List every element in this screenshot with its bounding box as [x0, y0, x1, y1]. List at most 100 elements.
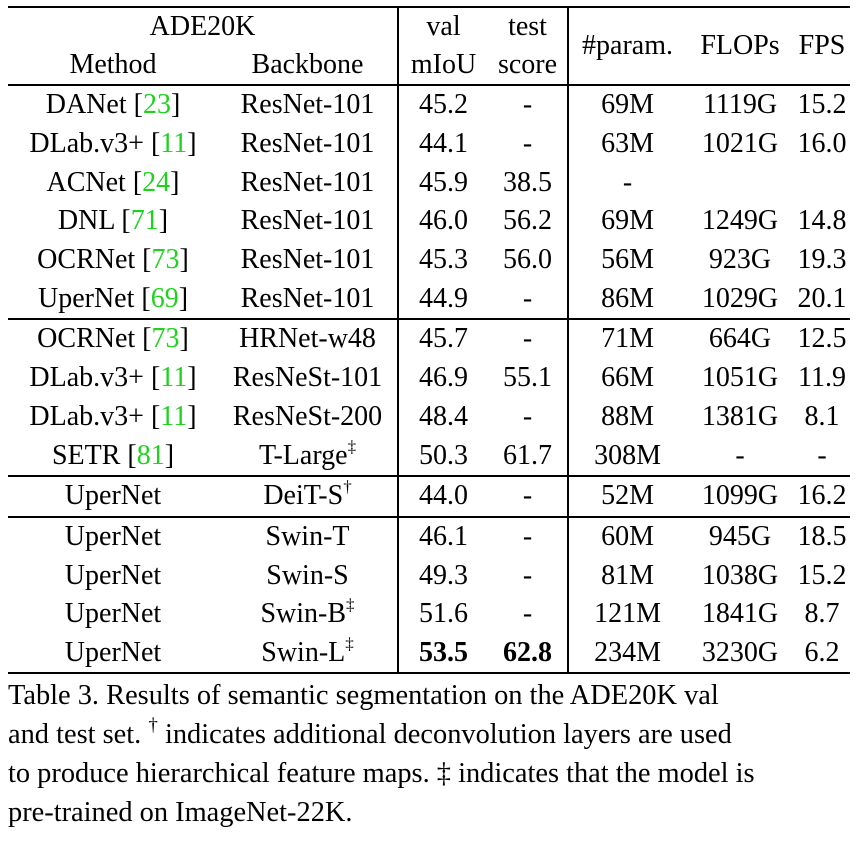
citation-link[interactable]: 71 — [130, 205, 159, 237]
method-cell: UperNet — [8, 633, 218, 675]
backbone-name: Swin-T — [265, 520, 350, 552]
backbone-cell: ResNet-101 — [218, 279, 398, 319]
citation-link[interactable]: 24 — [142, 166, 171, 198]
method-cell: DLab.v3+ [11] — [29, 400, 197, 432]
table-row: DLab.v3+ [11] ResNeSt-200 48.4 - 88M 1381G 8.1 — [8, 397, 850, 437]
citation-link[interactable]: 11 — [160, 362, 188, 394]
table-row: UperNet [69] ResNet-101 44.9 - 86M 1029G 20.1 — [8, 279, 850, 320]
dataset-header: ADE20K — [8, 6, 399, 46]
citation-link[interactable]: 73 — [151, 323, 180, 355]
backbone-name: ResNet-101 — [240, 205, 375, 237]
backbone-name: ResNet-101 — [240, 128, 375, 160]
params-cell: 69M — [567, 202, 687, 241]
backbone-cell: ResNeSt-200 — [218, 398, 398, 437]
dagger-symbol: † — [148, 715, 158, 737]
citation-link[interactable]: 11 — [160, 128, 188, 160]
backbone-cell: T-Large‡ — [218, 436, 398, 476]
method-cell: UperNet — [8, 556, 218, 595]
table-row: DLab.v3+ [11] ResNeSt-101 46.9 55.1 66M 1051G… — [8, 358, 850, 398]
test-score-cell: - — [488, 84, 569, 125]
flops-cell — [686, 163, 794, 202]
flops-header: FLOPs — [686, 6, 795, 85]
fps-cell: 8.1 — [804, 400, 840, 432]
params-cell: 234M — [567, 633, 687, 675]
citation-link[interactable]: 23 — [142, 89, 171, 121]
val-miou-cell-value: 53.5 — [419, 636, 469, 668]
params-cell: 52M — [567, 474, 687, 517]
caption-line-2-end: indicates additional deconvolution layer… — [164, 719, 732, 751]
val-miou-cell: 45.2 — [397, 84, 489, 125]
params-cell: 63M — [567, 124, 687, 164]
backbone-cell: DeiT-S† — [218, 474, 399, 517]
backbone-cell: Swin-B‡ — [218, 595, 398, 634]
method-name: UperNet — [64, 636, 162, 668]
citation-link[interactable]: 81 — [136, 439, 165, 471]
val-miou-cell: 51.6 — [397, 594, 489, 634]
method-cell: DNL [71] — [57, 205, 169, 237]
params-cell: 60M — [567, 515, 687, 557]
fps-cell: 6.2 — [794, 633, 851, 675]
test-score-cell: 56.0 — [503, 244, 553, 276]
flops-cell: 1099G — [686, 474, 795, 517]
method-name: UperNet — [64, 480, 162, 512]
test-score-cell: 38.5 — [503, 166, 553, 198]
test-score-cell: 55.1 — [503, 362, 553, 394]
backbone-cell: ResNet-101 — [218, 202, 398, 241]
test-score-cell: 61.7 — [503, 439, 553, 471]
flops-cell: 664G — [686, 318, 795, 359]
method-name: UperNet — [64, 520, 162, 552]
flops-cell: 1021G — [701, 128, 779, 160]
backbone-name: ResNet-101 — [240, 166, 375, 198]
backbone-name: Swin-B — [260, 598, 347, 630]
method-name: SETR — [51, 439, 121, 471]
footnote-mark: † — [343, 477, 352, 497]
fps-cell: 12.5 — [794, 318, 851, 359]
method-cell: UperNet — [8, 515, 218, 557]
params-cell: 71M — [567, 318, 687, 359]
method-name: DLab.v3+ — [29, 128, 144, 160]
citation-link[interactable]: 73 — [151, 244, 180, 276]
caption-line-1: Table 3. Results of semantic segmentatio… — [8, 680, 719, 712]
method-name: DNL — [57, 205, 115, 237]
footnote-mark: ‡ — [345, 633, 354, 653]
table-row: OCRNet [73] ResNet-101 45.3 56.0 56M 923G 19.3 — [8, 240, 850, 280]
fps-cell: 8.7 — [804, 598, 840, 630]
table-row: DLab.v3+ [11] ResNet-101 44.1 - 63M 1021G 16.0 — [8, 124, 850, 164]
caption-line-3: to produce hierarchical feature maps. ‡ … — [8, 758, 755, 790]
fps-cell: 16.0 — [797, 128, 847, 160]
footnote-mark: ‡ — [346, 595, 355, 615]
citation-link[interactable]: 69 — [150, 282, 179, 314]
backbone-name: ResNet-101 — [240, 89, 375, 121]
test-score-cell: - — [522, 128, 533, 160]
method-name: OCRNet — [37, 244, 136, 276]
params-cell: 66M — [567, 358, 687, 398]
method-cell: SETR [81] — [51, 439, 175, 471]
backbone-cell: Swin-S — [218, 556, 398, 595]
backbone-cell: ResNeSt-101 — [218, 359, 398, 398]
val-header-bottom: mIoU — [397, 46, 489, 85]
test-score-cell: - — [522, 598, 533, 630]
flops-cell: 923G — [708, 244, 772, 276]
test-score-cell: 62.8 — [488, 633, 569, 675]
backbone-header: Backbone — [251, 49, 364, 80]
method-cell: UperNet — [8, 474, 218, 517]
caption-line-4: pre-trained on ImageNet-22K. — [8, 797, 353, 829]
val-miou-cell: 53.5 — [397, 633, 489, 675]
caption-line-2-start: and test set. — [8, 719, 142, 751]
flops-cell: 945G — [686, 515, 795, 557]
test-score-cell: - — [522, 282, 533, 314]
flops-cell: 1119G — [686, 84, 795, 125]
flops-cell: 1029G — [701, 282, 779, 314]
params-header: #param. — [567, 6, 687, 85]
params-cell: 56M — [567, 240, 687, 280]
params-cell: 69M — [567, 84, 687, 125]
footnote-mark: ‡ — [347, 436, 357, 456]
citation-link[interactable]: 11 — [160, 400, 188, 432]
method-cell: DLab.v3+ [11] — [29, 362, 197, 394]
table-row: UperNet Swin-S 49.3 - 81M 1038G 15.2 — [8, 556, 850, 595]
method-cell: OCRNet [73] — [37, 244, 189, 276]
fps-cell — [794, 163, 850, 202]
fps-cell: 15.2 — [794, 84, 851, 125]
flops-cell: 1381G — [701, 400, 779, 432]
val-miou-cell: 46.0 — [397, 202, 489, 241]
